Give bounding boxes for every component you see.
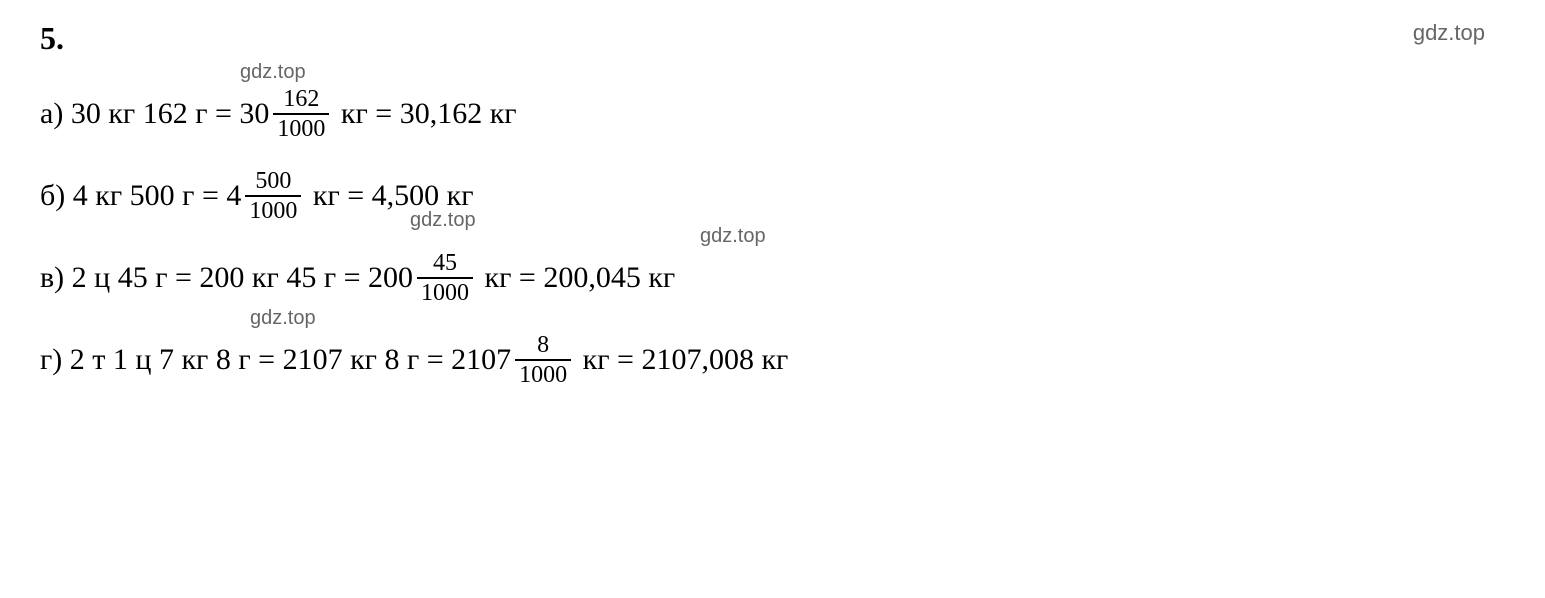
problem-number: 5. bbox=[40, 20, 1505, 57]
line-left: 2 т 1 ц 7 кг 8 г = 2107 кг 8 г = 2107 bbox=[70, 343, 511, 377]
line-left: 4 кг 500 г = 4 bbox=[73, 179, 242, 213]
line-after-frac: кг = 4,500 кг bbox=[305, 179, 473, 213]
fraction-denominator: 1000 bbox=[515, 359, 571, 387]
line-b: gdz.top б) 4 кг 500 г = 4 500 1000 кг = … bbox=[40, 169, 1505, 223]
watermark-top-right: gdz.top bbox=[1413, 20, 1485, 46]
fraction-numerator: 500 bbox=[251, 169, 295, 195]
watermark-inline-c: gdz.top bbox=[700, 225, 766, 248]
fraction: 45 1000 bbox=[417, 251, 473, 305]
line-after-frac: кг = 200,045 кг bbox=[477, 261, 675, 295]
line-d: gdz.top г) 2 т 1 ц 7 кг 8 г = 2107 кг 8 … bbox=[40, 333, 1505, 387]
line-label: а) bbox=[40, 97, 71, 131]
line-a: gdz.top а) 30 кг 162 г = 30 162 1000 кг … bbox=[40, 87, 1505, 141]
line-left: 30 кг 162 г = 30 bbox=[71, 97, 270, 131]
watermark-inline-d: gdz.top bbox=[250, 307, 316, 330]
fraction: 8 1000 bbox=[515, 333, 571, 387]
watermark-inline-a: gdz.top bbox=[240, 61, 306, 84]
fraction-denominator: 1000 bbox=[273, 113, 329, 141]
line-label: в) bbox=[40, 261, 72, 295]
fraction-denominator: 1000 bbox=[245, 195, 301, 223]
fraction-numerator: 45 bbox=[429, 251, 461, 277]
line-c: gdz.top в) 2 ц 45 г = 200 кг 45 г = 200 … bbox=[40, 251, 1505, 305]
line-label: б) bbox=[40, 179, 73, 213]
fraction-denominator: 1000 bbox=[417, 277, 473, 305]
line-label: г) bbox=[40, 343, 70, 377]
watermark-inline-b: gdz.top bbox=[410, 209, 476, 232]
line-after-frac: кг = 2107,008 кг bbox=[575, 343, 788, 377]
line-left: 2 ц 45 г = 200 кг 45 г = 200 bbox=[72, 261, 413, 295]
fraction: 500 1000 bbox=[245, 169, 301, 223]
fraction-numerator: 8 bbox=[533, 333, 553, 359]
fraction: 162 1000 bbox=[273, 87, 329, 141]
fraction-numerator: 162 bbox=[279, 87, 323, 113]
line-after-frac: кг = 30,162 кг bbox=[333, 97, 516, 131]
